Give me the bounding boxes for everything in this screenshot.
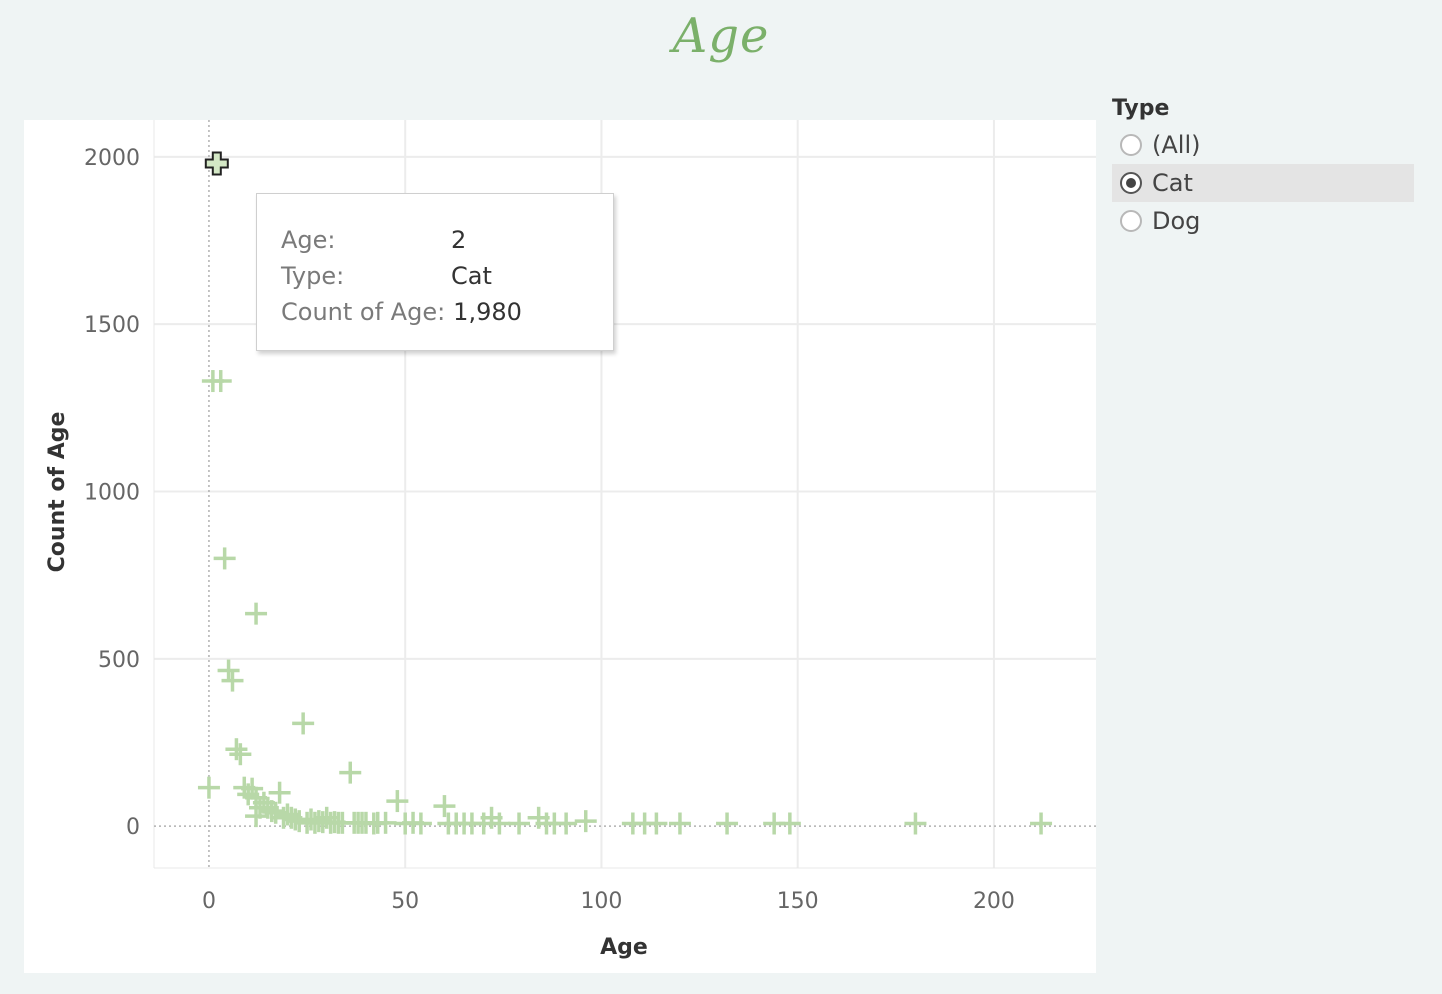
tooltip-count-value: 1,980 bbox=[453, 298, 522, 326]
data-point[interactable] bbox=[268, 781, 291, 804]
data-point[interactable] bbox=[904, 812, 927, 835]
data-point[interactable] bbox=[213, 547, 236, 570]
y-tick-label: 1500 bbox=[84, 313, 140, 338]
x-tick-label: 0 bbox=[202, 889, 216, 914]
y-tick-label: 500 bbox=[98, 648, 140, 673]
x-tick-label: 100 bbox=[580, 889, 622, 914]
y-tick-label: 2000 bbox=[84, 146, 140, 171]
data-point[interactable] bbox=[245, 805, 268, 828]
data-point[interactable] bbox=[555, 812, 578, 835]
data-point[interactable] bbox=[778, 812, 801, 835]
filter-option-label: Cat bbox=[1152, 169, 1193, 197]
highlighted-data-point[interactable] bbox=[204, 151, 229, 176]
tooltip-row-count: Count of Age: 1,980 bbox=[281, 294, 613, 330]
tooltip-row-type: Type: Cat bbox=[281, 258, 613, 294]
x-tick-label: 200 bbox=[973, 889, 1015, 914]
data-point[interactable] bbox=[339, 761, 362, 784]
radio-dog[interactable] bbox=[1120, 210, 1142, 232]
data-point[interactable] bbox=[645, 812, 668, 835]
x-tick-label: 50 bbox=[391, 889, 419, 914]
data-point[interactable] bbox=[716, 812, 739, 835]
x-tick-label: 150 bbox=[777, 889, 819, 914]
filter-option-dog[interactable]: Dog bbox=[1112, 202, 1414, 240]
type-filter-legend: Type (All) Cat Dog bbox=[1112, 92, 1414, 240]
data-point[interactable] bbox=[292, 712, 315, 735]
data-point[interactable] bbox=[374, 811, 397, 834]
data-point[interactable] bbox=[508, 812, 531, 835]
legend-title: Type bbox=[1112, 96, 1170, 121]
axis-labels: Age Count of Age bbox=[45, 412, 648, 960]
y-axis-title: Count of Age bbox=[45, 412, 70, 573]
tooltip-type-label: Type: bbox=[281, 262, 345, 290]
data-point[interactable] bbox=[217, 659, 240, 682]
data-point[interactable] bbox=[574, 810, 597, 833]
radio-cat[interactable] bbox=[1120, 172, 1142, 194]
x-axis-title: Age bbox=[600, 935, 648, 960]
data-point[interactable] bbox=[197, 776, 220, 799]
data-point[interactable] bbox=[409, 812, 432, 835]
data-point[interactable] bbox=[225, 738, 248, 761]
data-point[interactable] bbox=[245, 602, 268, 625]
tooltip-type-value: Cat bbox=[451, 262, 492, 290]
y-tick-label: 1000 bbox=[84, 480, 140, 505]
tooltip: Age: 2 Type: Cat Count of Age: 1,980 bbox=[256, 193, 614, 351]
data-point[interactable] bbox=[668, 812, 691, 835]
page-title: Age bbox=[672, 8, 770, 64]
data-points bbox=[197, 151, 1053, 835]
tooltip-age-value: 2 bbox=[451, 226, 467, 254]
data-point[interactable] bbox=[229, 743, 252, 766]
data-point[interactable] bbox=[1030, 812, 1053, 835]
data-point[interactable] bbox=[488, 812, 511, 835]
data-point[interactable] bbox=[433, 795, 456, 818]
chart-panel: 0 50 100 150 200 0 500 1000 1500 2000 Age Count o… bbox=[24, 120, 1096, 973]
filter-option-cat[interactable]: Cat bbox=[1112, 164, 1414, 202]
filter-option-label: Dog bbox=[1152, 207, 1201, 235]
radio-all[interactable] bbox=[1120, 134, 1142, 156]
tooltip-age-label: Age: bbox=[281, 226, 336, 254]
data-point[interactable] bbox=[386, 790, 409, 813]
y-tick-label: 0 bbox=[126, 815, 140, 840]
filter-option-all[interactable]: (All) bbox=[1112, 126, 1414, 164]
data-point[interactable] bbox=[221, 669, 244, 692]
data-point[interactable] bbox=[209, 370, 232, 393]
tooltip-count-label: Count of Age: bbox=[281, 298, 446, 326]
tooltip-row-age: Age: 2 bbox=[281, 222, 613, 258]
filter-option-label: (All) bbox=[1152, 131, 1201, 159]
